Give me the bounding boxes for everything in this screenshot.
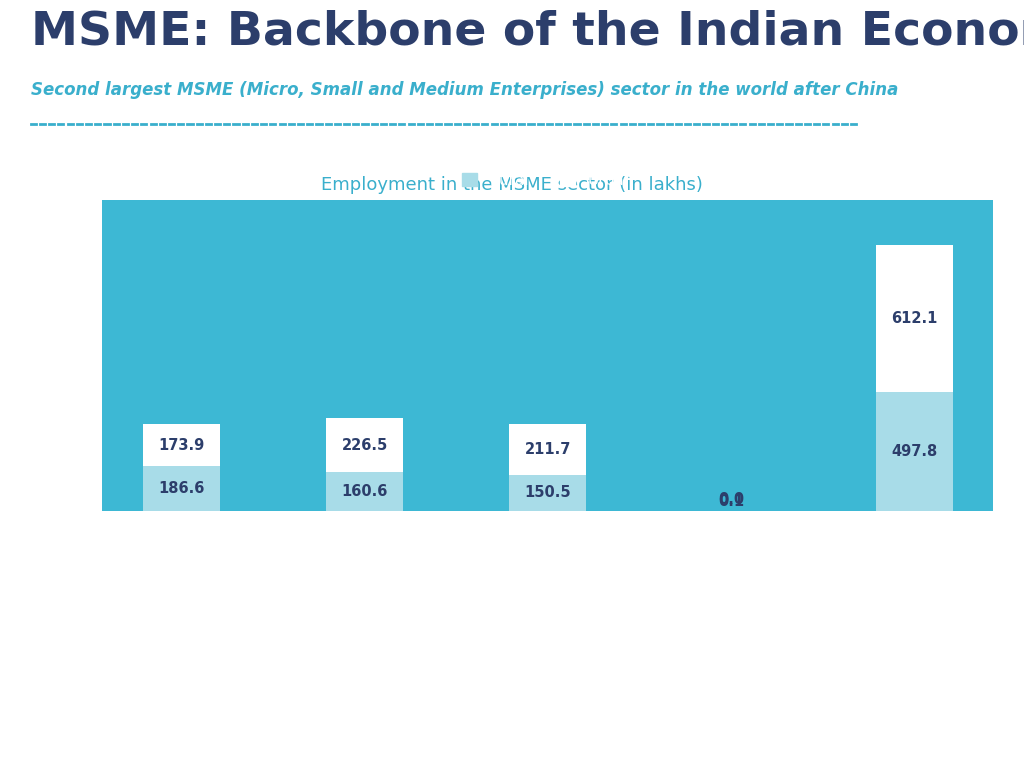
- Bar: [326, 472, 403, 511]
- Text: As per the National Sample Survey 2015-16 (Government of India, 2018-19), MSME h: As per the National Sample Survey 2015-1…: [59, 533, 970, 592]
- Bar: [876, 392, 952, 511]
- Text: 211.7: 211.7: [524, 442, 571, 457]
- Legend: Rural, Urban: Rural, Urban: [456, 167, 640, 194]
- Text: 186.6: 186.6: [158, 481, 205, 496]
- Text: 0.0: 0.0: [718, 492, 744, 507]
- Text: 160.6: 160.6: [341, 484, 388, 499]
- Text: 612.1: 612.1: [891, 311, 938, 326]
- Bar: [143, 425, 220, 466]
- Bar: [509, 424, 587, 475]
- Text: Second largest MSME (Micro, Small and Medium Enterprises) sector in the world af: Second largest MSME (Micro, Small and Me…: [31, 81, 898, 99]
- Text: 0.1: 0.1: [718, 495, 744, 509]
- Bar: [876, 245, 952, 392]
- Text: 173.9: 173.9: [159, 438, 205, 453]
- Text: With almost 45% of the total jobs belonging to the rural areas coupled with indu: With almost 45% of the total jobs belong…: [59, 644, 1005, 680]
- Text: Employment in the MSME sector (in lakhs): Employment in the MSME sector (in lakhs): [322, 176, 702, 194]
- Bar: [326, 418, 403, 472]
- Text: 226.5: 226.5: [341, 438, 388, 452]
- Text: MSME: Backbone of the Indian Economy: MSME: Backbone of the Indian Economy: [31, 11, 1024, 55]
- Bar: [509, 475, 587, 511]
- Bar: [143, 466, 220, 511]
- Text: 150.5: 150.5: [524, 485, 571, 500]
- Text: 497.8: 497.8: [891, 444, 937, 458]
